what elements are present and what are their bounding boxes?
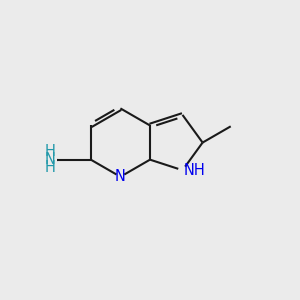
Text: H: H (44, 144, 55, 159)
Text: H: H (44, 160, 55, 175)
Text: NH: NH (184, 163, 206, 178)
Text: N: N (115, 169, 126, 184)
Text: N: N (44, 152, 55, 167)
